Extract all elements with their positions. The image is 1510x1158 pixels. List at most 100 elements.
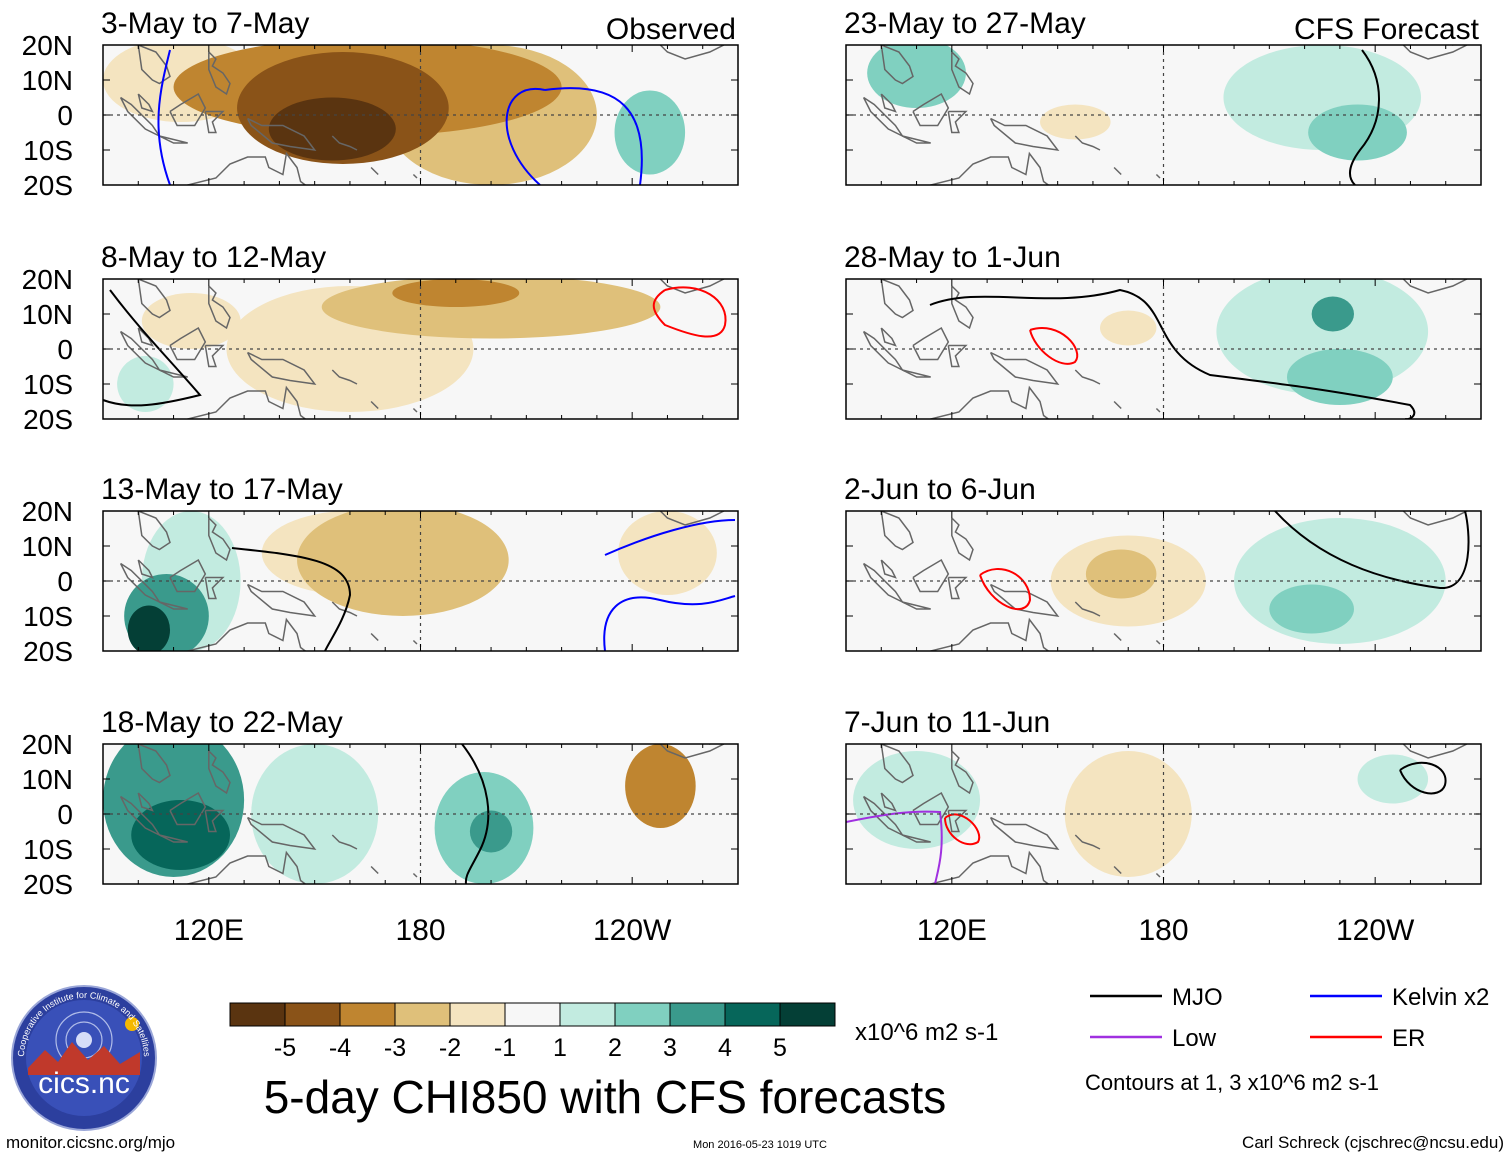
contour-line	[231, 547, 352, 651]
coastline	[186, 151, 307, 185]
coastline	[246, 351, 317, 385]
column-label: Observed	[606, 13, 736, 46]
anomaly-blob	[1040, 104, 1111, 140]
footer-url[interactable]: monitor.cicsnc.org/mjo	[6, 1133, 175, 1152]
coastline	[186, 850, 307, 884]
panel-period: 2-Jun to 6-Jun	[844, 473, 1036, 506]
y-tick-label: 20N	[22, 264, 73, 295]
y-tick-label: 20N	[22, 496, 73, 527]
coastline	[159, 601, 188, 610]
coastline	[1074, 135, 1101, 151]
coastline	[1113, 166, 1122, 176]
footer-author: Carl Schreck (cjschrec@ncsu.edu)	[1242, 1133, 1504, 1152]
coastline	[951, 285, 974, 330]
coastline	[1402, 279, 1468, 294]
contour-line	[505, 87, 643, 185]
anomaly-blob	[141, 293, 241, 349]
contour-line	[1399, 761, 1447, 795]
panel-1-3	[845, 743, 1482, 885]
footer-timestamp: Mon 2016-05-23 1019 UTC	[693, 1139, 827, 1151]
coastline	[331, 135, 358, 151]
colorbar-tick-label: -1	[494, 1034, 516, 1062]
colorbar-swatch	[779, 1002, 836, 1027]
colorbar-tick-label: -5	[274, 1034, 296, 1062]
coastline	[331, 834, 358, 850]
coastline	[137, 744, 171, 784]
coastline	[169, 791, 207, 826]
x-tick-label: 180	[395, 914, 445, 947]
anomaly-blob	[1269, 584, 1354, 634]
coastline	[902, 601, 931, 610]
coastline	[659, 511, 725, 526]
coastline	[204, 344, 225, 368]
coastline	[1402, 45, 1468, 60]
panel-period: 3-May to 7-May	[101, 7, 309, 40]
x-tick-label: 180	[1138, 914, 1188, 947]
colorbar-swatch	[284, 1002, 341, 1027]
coastline	[880, 279, 914, 319]
coastline	[1113, 632, 1122, 642]
coastline	[1155, 407, 1161, 413]
coastline	[204, 809, 225, 833]
panel-period: 18-May to 22-May	[101, 706, 343, 739]
y-tick-label: 20N	[22, 30, 73, 61]
coastline	[1074, 601, 1101, 617]
colorbar-swatch	[394, 1002, 451, 1027]
y-tick-label: 0	[57, 566, 73, 597]
colorbar: -5 -4 -3 -2 -1 1 2 3 4 5	[229, 1002, 836, 1062]
coastline	[412, 872, 418, 878]
anomaly-blob	[625, 744, 696, 828]
column-label: CFS Forecast	[1294, 13, 1480, 46]
coastline	[880, 93, 897, 113]
colorbar-swatch	[724, 1002, 781, 1027]
coastline	[708, 279, 712, 280]
anomaly-blob	[117, 356, 174, 412]
coastline	[1074, 834, 1101, 850]
panel-0-3	[102, 743, 739, 885]
anomaly-blob	[1085, 549, 1157, 599]
anomaly-blob	[127, 605, 171, 651]
coastline	[1113, 865, 1122, 875]
coastline	[412, 173, 418, 179]
panel-1-0	[845, 44, 1482, 186]
y-tick-label: 10N	[22, 299, 73, 330]
contour-line	[157, 49, 171, 185]
coastline	[880, 327, 897, 347]
coastline	[137, 559, 154, 579]
legend-label: MJO	[1172, 984, 1223, 1011]
panel-0-2	[102, 510, 739, 652]
colorbar-swatch	[339, 1002, 396, 1027]
anomaly-blob	[614, 90, 686, 175]
coastline	[204, 576, 225, 600]
panel-period: 8-May to 12-May	[101, 241, 326, 274]
coastline	[1451, 279, 1455, 280]
contour-note: Contours at 1, 3 x10^6 m2 s-1	[1085, 1070, 1379, 1095]
panel-period: 13-May to 17-May	[101, 473, 343, 506]
coastline	[370, 865, 379, 875]
y-tick-label: 10S	[23, 834, 73, 865]
coastline	[208, 517, 231, 562]
coastline	[951, 517, 974, 562]
colorbar-swatch	[229, 1002, 286, 1027]
coastline	[331, 369, 358, 385]
coastline	[989, 117, 1060, 151]
coastline	[989, 816, 1060, 850]
anomaly-blob	[131, 800, 230, 870]
panel-period: 23-May to 27-May	[844, 7, 1086, 40]
coastline	[186, 617, 307, 651]
contour-line	[1349, 49, 1380, 185]
coastline	[246, 117, 317, 151]
coastline	[412, 639, 418, 645]
coastline	[989, 351, 1060, 385]
coastline	[246, 583, 317, 617]
panel-1-2	[845, 510, 1482, 652]
coastline	[659, 744, 725, 759]
colorbar-swatch	[449, 1002, 506, 1027]
anomaly-blob	[392, 279, 520, 307]
coastline	[159, 135, 188, 144]
contour-line	[603, 519, 736, 651]
coastline	[208, 285, 231, 330]
coastline	[708, 744, 712, 745]
